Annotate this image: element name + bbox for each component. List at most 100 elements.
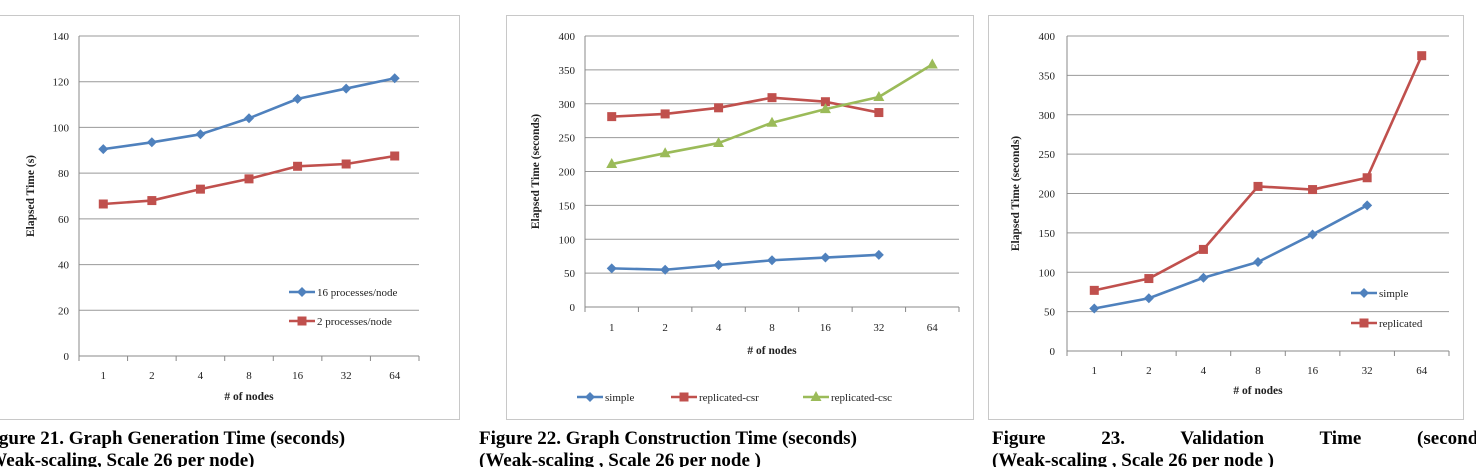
series-line bbox=[611, 253, 879, 272]
x-axis-title: # of nodes bbox=[747, 345, 797, 357]
series-line bbox=[1094, 55, 1423, 292]
legend-marker bbox=[810, 391, 822, 401]
y-tick-label: 150 bbox=[1039, 228, 1056, 240]
chart-validation: 0 50 100 150 200 250 300 350 400 1 2 4 8 16 32 64 # of n… bbox=[1010, 31, 1450, 397]
data-point bbox=[1089, 285, 1099, 295]
data-point bbox=[606, 158, 618, 169]
y-tick-label: 40 bbox=[58, 260, 70, 272]
x-tick-label: 2 bbox=[662, 322, 668, 334]
data-point bbox=[660, 264, 671, 275]
x-tick-label: 2 bbox=[149, 370, 155, 382]
data-point bbox=[195, 129, 206, 140]
y-tick-label: 400 bbox=[1039, 31, 1056, 43]
y-tick-label: 20 bbox=[58, 305, 70, 317]
y-tick-label: 120 bbox=[53, 77, 70, 89]
x-tick-label: 32 bbox=[873, 322, 884, 334]
data-point bbox=[819, 103, 831, 114]
data-point bbox=[767, 93, 777, 103]
data-point bbox=[293, 161, 303, 171]
x-tick-label: 1 bbox=[101, 370, 107, 382]
data-point bbox=[1089, 303, 1100, 314]
legend-label: replicated bbox=[1379, 318, 1423, 330]
caption-line-2: (Weak-scaling, Scale 26 per node) bbox=[0, 450, 255, 467]
data-point bbox=[1417, 51, 1427, 61]
y-tick-label: 0 bbox=[1050, 346, 1056, 358]
data-point bbox=[660, 109, 670, 119]
data-point bbox=[1253, 257, 1263, 268]
x-tick-label: 4 bbox=[716, 322, 722, 334]
chart-panel-validation: 0 50 100 150 200 250 300 350 400 1 2 4 8 16 32 64 # of n… bbox=[988, 15, 1464, 420]
figure-caption-22: Figure 22. Graph Construction Time (seco… bbox=[479, 428, 974, 467]
y-tick-label: 300 bbox=[559, 99, 576, 111]
figure-caption-21: Figure 21. Graph Generation Time (second… bbox=[0, 428, 472, 467]
x-tick-label: 32 bbox=[1362, 365, 1373, 377]
y-tick-label: 60 bbox=[58, 214, 70, 226]
data-point bbox=[244, 113, 254, 124]
x-tick-label: 32 bbox=[341, 370, 352, 382]
series-replicated-csc bbox=[606, 58, 938, 169]
legend-marker bbox=[1359, 318, 1369, 328]
y-tick-label: 100 bbox=[53, 122, 70, 134]
figure-caption-23: Figure 23. Validation Time (seconds) (We… bbox=[992, 428, 1476, 467]
x-tick-label: 64 bbox=[389, 370, 401, 382]
caption-line-1: Figure 21. Graph Generation Time (second… bbox=[0, 428, 346, 449]
data-point bbox=[1362, 173, 1372, 183]
data-point bbox=[1253, 181, 1263, 191]
data-point bbox=[1308, 185, 1318, 195]
x-tick-label: 1 bbox=[1092, 365, 1098, 377]
x-tick-label: 8 bbox=[769, 322, 775, 334]
data-point bbox=[766, 116, 778, 127]
y-tick-label: 250 bbox=[559, 133, 576, 145]
x-tick-label: 8 bbox=[246, 370, 252, 382]
data-point bbox=[606, 263, 617, 274]
data-point bbox=[1198, 244, 1208, 254]
data-point bbox=[1143, 293, 1154, 304]
gridlines bbox=[585, 35, 959, 308]
x-tick-label: 16 bbox=[292, 370, 304, 382]
y-axis-title: Elapsed Time (seconds) bbox=[530, 114, 542, 229]
y-tick-label: 200 bbox=[559, 167, 576, 179]
y-tick-label: 0 bbox=[570, 302, 576, 314]
data-point bbox=[873, 90, 885, 101]
x-tick-label: 64 bbox=[927, 322, 939, 334]
y-tick-label: 200 bbox=[1039, 189, 1056, 201]
data-point bbox=[341, 83, 352, 94]
legend-marker bbox=[297, 287, 307, 297]
legend: 16 processes/node 2 processes/node bbox=[289, 287, 397, 328]
legend-marker bbox=[1359, 288, 1369, 298]
data-point bbox=[713, 259, 724, 270]
data-point bbox=[98, 199, 108, 209]
y-axis-title: Elapsed Time (seconds) bbox=[1010, 136, 1022, 251]
data-point bbox=[146, 137, 157, 148]
series-replicated bbox=[1089, 51, 1427, 295]
data-point bbox=[1307, 229, 1318, 240]
data-point bbox=[1144, 274, 1154, 284]
y-tick-label: 0 bbox=[64, 351, 70, 363]
y-tick-label: 400 bbox=[559, 31, 576, 43]
data-point bbox=[389, 73, 400, 84]
legend-label: replicated-csc bbox=[831, 392, 892, 404]
x-tick-label: 4 bbox=[1201, 365, 1207, 377]
caption-line-2: (Weak-scaling , Scale 26 per node ) bbox=[992, 450, 1275, 467]
x-tick-label: 8 bbox=[1255, 365, 1261, 377]
x-tick-label: 64 bbox=[1416, 365, 1428, 377]
chart-graph-construction: 0 50 100 150 200 250 300 350 400 1 2 4 8 16 32 64 # of n… bbox=[530, 31, 960, 404]
data-point bbox=[244, 174, 254, 184]
data-point bbox=[1198, 272, 1209, 283]
data-point bbox=[341, 159, 351, 169]
caption-line-1: Figure 23. Validation Time (seconds) bbox=[992, 428, 1476, 449]
series-simple bbox=[1089, 200, 1373, 314]
y-tick-label: 50 bbox=[564, 268, 576, 280]
data-point bbox=[714, 103, 724, 113]
x-tick-label: 16 bbox=[820, 322, 832, 334]
x-tick-label: 16 bbox=[1307, 365, 1319, 377]
y-tick-label: 100 bbox=[559, 234, 576, 246]
x-axis-title: # of nodes bbox=[224, 391, 274, 403]
data-point bbox=[767, 255, 777, 266]
y-tick-label: 350 bbox=[559, 65, 576, 77]
y-tick-label: 350 bbox=[1039, 70, 1056, 82]
x-tick-label: 2 bbox=[1146, 365, 1152, 377]
y-tick-label: 80 bbox=[58, 168, 70, 180]
legend: simple replicated bbox=[1351, 288, 1423, 330]
data-point bbox=[873, 249, 884, 260]
